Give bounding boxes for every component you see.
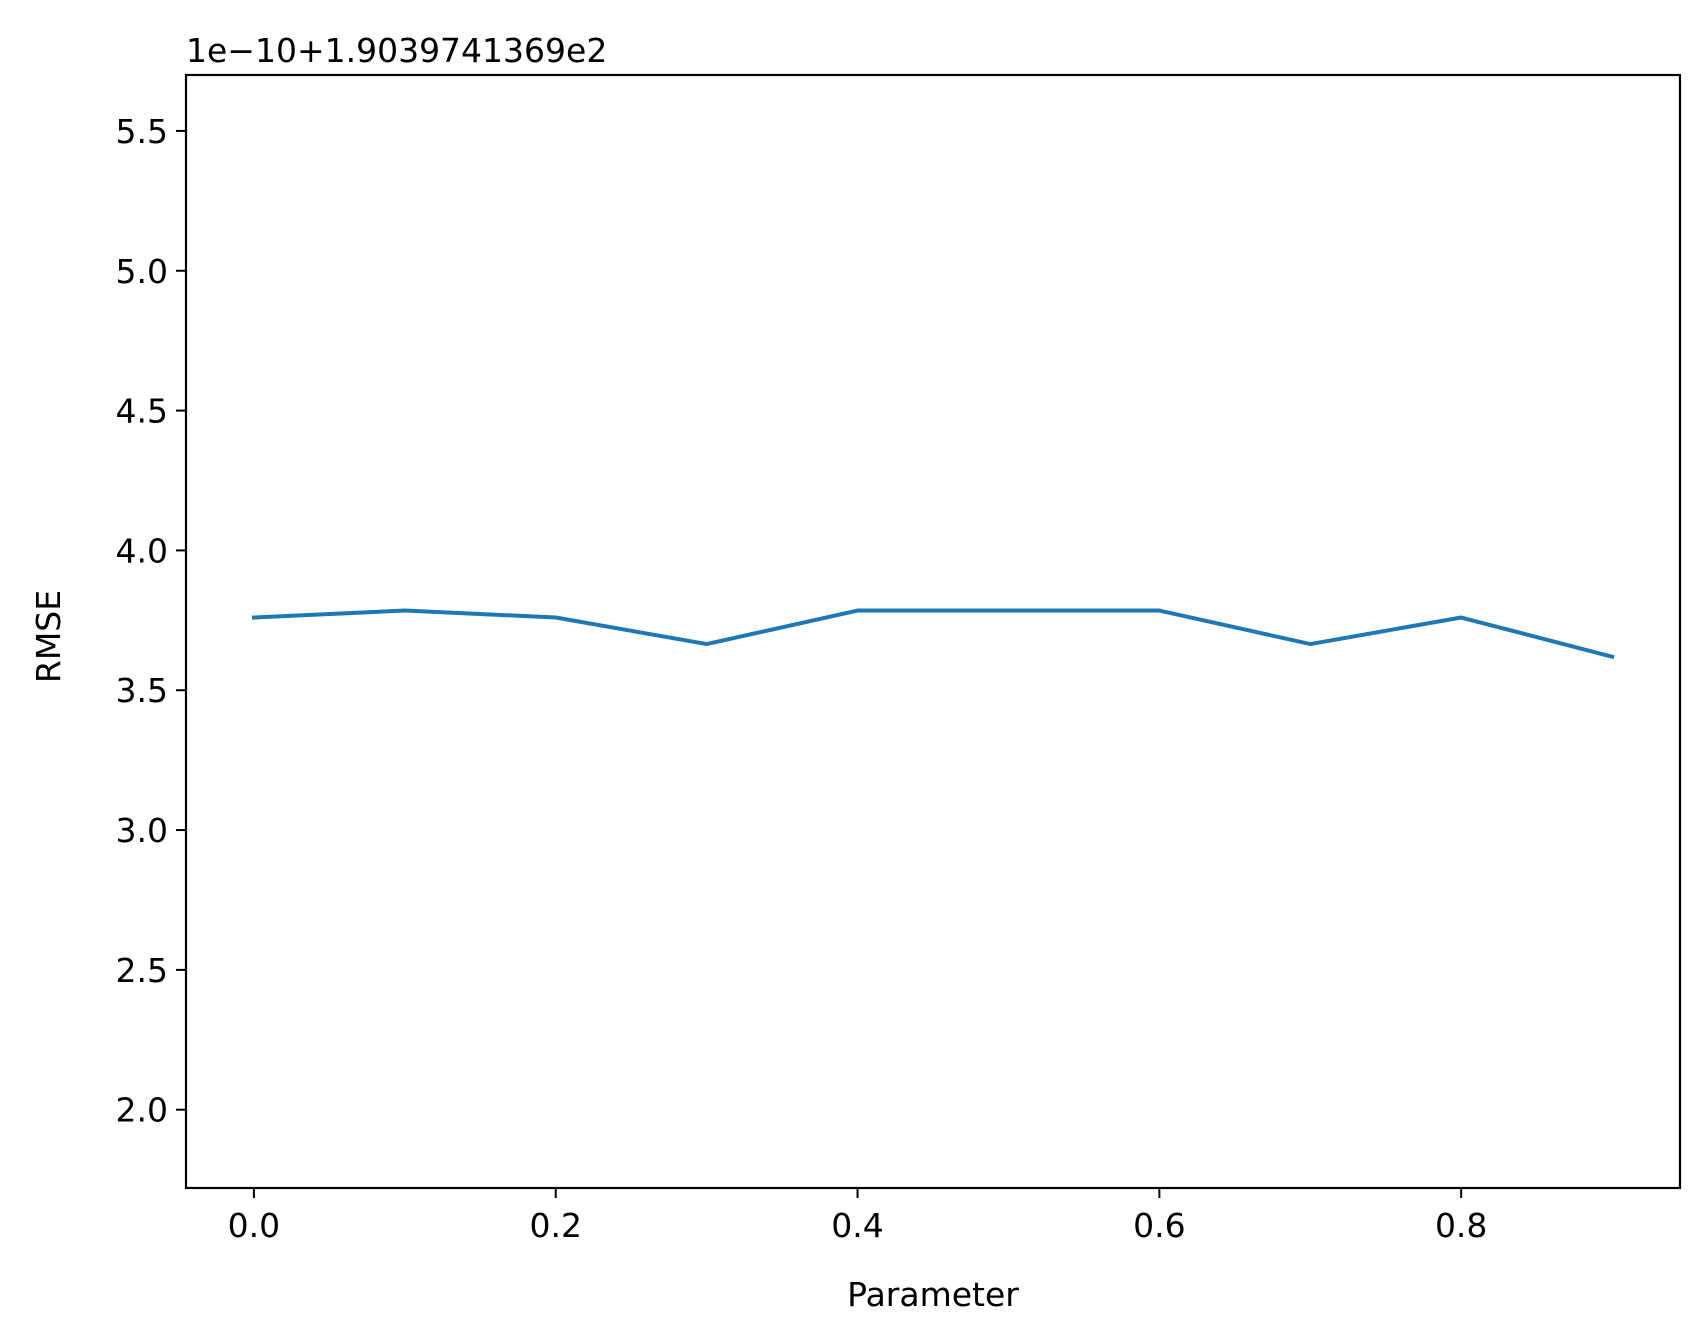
x-tick-label: 0.0 (228, 1206, 280, 1245)
x-tick-label: 0.6 (1133, 1206, 1185, 1245)
x-axis: 0.0 0.2 0.4 0.6 0.8 (228, 1188, 1487, 1245)
y-tick-label: 3.5 (116, 671, 168, 710)
y-axis-label: RMSE (29, 590, 68, 683)
plot-area (251, 608, 1615, 660)
x-tick-label: 0.2 (529, 1206, 581, 1245)
axes-frame (184, 73, 1682, 1190)
y-tick-label: 2.5 (116, 951, 168, 990)
x-tick-label: 0.8 (1435, 1206, 1487, 1245)
series-line (251, 608, 1615, 660)
y-tick-label: 4.5 (116, 392, 168, 431)
y-tick-label: 4.0 (116, 531, 168, 570)
y-tick-label: 2.0 (116, 1091, 168, 1130)
y-tick-label: 5.5 (116, 112, 168, 151)
x-axis-label: Parameter (847, 1275, 1019, 1314)
y-axis: 2.0 2.5 3.0 3.5 4.0 4.5 5.0 5.5 (116, 112, 186, 1130)
y-tick-label: 5.0 (116, 252, 168, 291)
x-tick-label: 0.4 (831, 1206, 883, 1245)
axis-offset-label: 1e−10+1.9039741369e2 (186, 31, 607, 70)
y-tick-label: 3.0 (116, 811, 168, 850)
